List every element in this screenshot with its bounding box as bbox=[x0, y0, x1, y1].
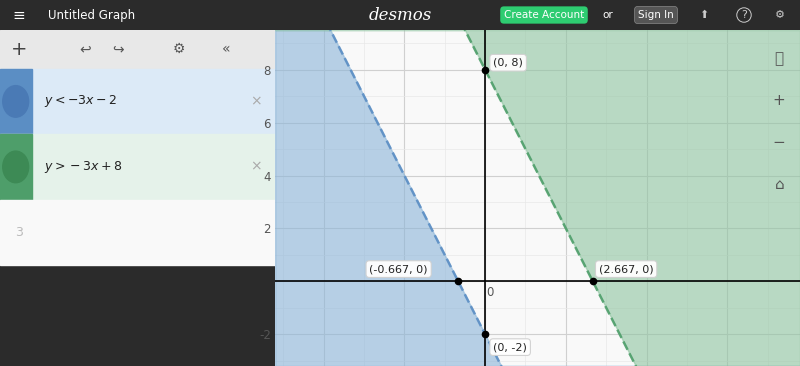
Text: ↩: ↩ bbox=[79, 42, 91, 56]
Text: ×: × bbox=[250, 160, 262, 174]
Text: «: « bbox=[222, 42, 230, 56]
Text: (0, 8): (0, 8) bbox=[493, 58, 523, 68]
Text: +: + bbox=[773, 93, 786, 108]
Text: ⬆: ⬆ bbox=[699, 10, 709, 20]
Text: or: or bbox=[602, 10, 614, 20]
Bar bbox=[0, 30, 275, 69]
Text: 0: 0 bbox=[486, 286, 494, 299]
Bar bbox=[0, 134, 275, 200]
Text: ⚙: ⚙ bbox=[173, 42, 185, 56]
Bar bbox=[0, 200, 275, 265]
Text: ?: ? bbox=[741, 10, 747, 20]
Circle shape bbox=[2, 151, 29, 183]
Text: ⌂: ⌂ bbox=[774, 177, 784, 192]
Text: (0, -2): (0, -2) bbox=[493, 342, 527, 352]
Text: $y < -3x - 2$: $y < -3x - 2$ bbox=[44, 93, 117, 109]
Text: 3: 3 bbox=[15, 226, 23, 239]
Text: $y > -3x + 8$: $y > -3x + 8$ bbox=[44, 159, 122, 175]
Text: Sign In: Sign In bbox=[638, 10, 674, 20]
Text: (-0.667, 0): (-0.667, 0) bbox=[370, 264, 428, 274]
Bar bbox=[0, 69, 275, 134]
Text: +: + bbox=[11, 40, 27, 59]
Text: ⚙: ⚙ bbox=[775, 10, 785, 20]
Text: ≡: ≡ bbox=[12, 8, 25, 22]
Text: 🔧: 🔧 bbox=[774, 51, 784, 66]
Text: −: − bbox=[773, 135, 786, 150]
Text: (2.667, 0): (2.667, 0) bbox=[599, 264, 654, 274]
Text: ↪: ↪ bbox=[113, 42, 124, 56]
Text: desmos: desmos bbox=[368, 7, 432, 23]
Circle shape bbox=[2, 86, 29, 117]
Bar bbox=[0, 134, 32, 200]
Text: ×: × bbox=[250, 94, 262, 108]
Text: Untitled Graph: Untitled Graph bbox=[48, 8, 135, 22]
Bar bbox=[0, 69, 32, 134]
Text: Create Account: Create Account bbox=[504, 10, 584, 20]
